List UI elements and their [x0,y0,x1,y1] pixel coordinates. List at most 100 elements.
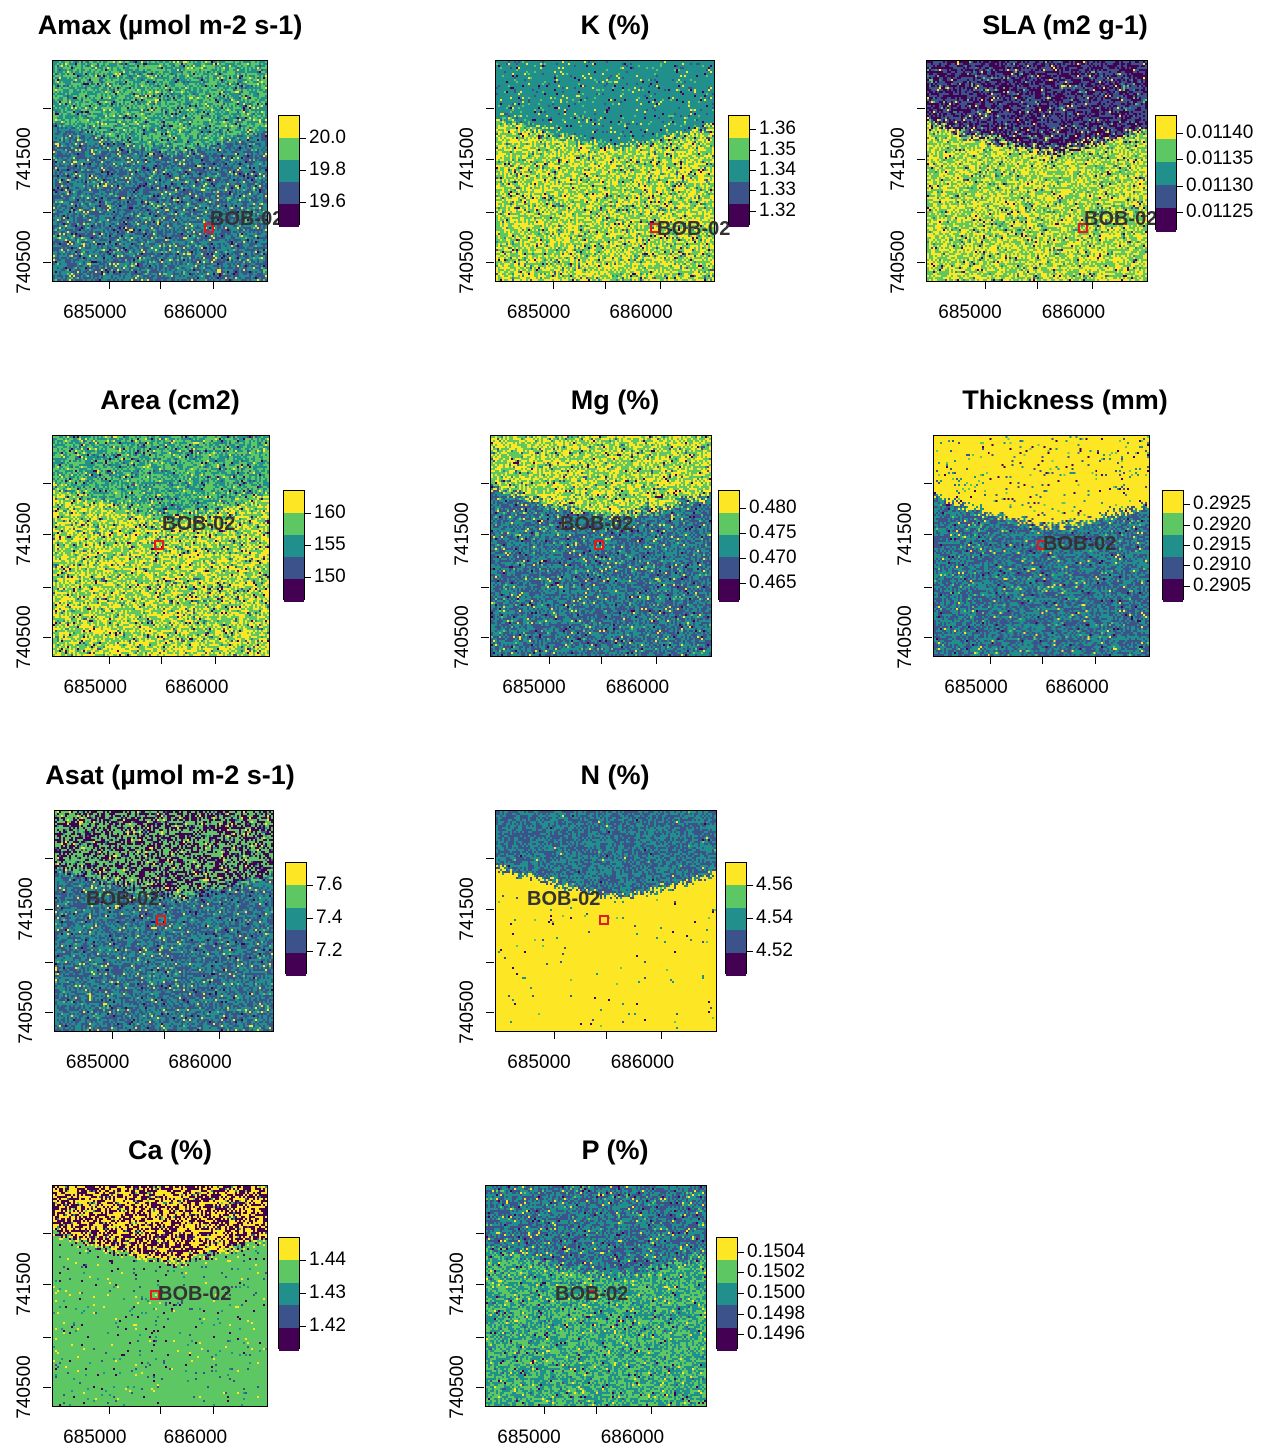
legend-color-band [719,491,739,514]
legend-tick-label: 155 [314,534,346,555]
y-axis-tick [481,483,489,485]
legend-color-band [726,885,746,909]
legend-color-band [726,930,746,954]
legend-tick [738,1334,744,1336]
legend-tick-label: 7.4 [316,907,343,928]
site-marker [154,540,164,550]
site-marker [1078,223,1088,233]
legend-tick [750,210,756,212]
legend-color-band [279,138,299,161]
y-axis-tick [43,1284,51,1285]
legend-tick-label: 0.01130 [1186,174,1254,196]
legend-tick [750,170,756,171]
legend-tick-label: 1.36 [759,118,796,140]
legend-tick-label: 0.1498 [747,1302,806,1324]
legend-color-band [729,182,749,205]
site-label: BOB-02 [162,513,236,535]
x-axis-tick [606,1031,608,1039]
x-axis-tick-label: 686000 [163,1427,228,1448]
y-axis-tick-label: 741500 [447,1252,468,1316]
legend-tick-label: 0.465 [749,571,797,593]
legend-tick [740,557,746,559]
legend-color-band [1163,557,1183,580]
legend-tick-label: 0.1496 [747,1323,806,1345]
legend-tick-label: 0.01140 [1186,122,1254,144]
x-axis-tick-label: 686000 [605,677,670,698]
x-axis-tick [596,1406,598,1414]
legend-tick [305,545,311,546]
x-axis-tick-label: 685000 [65,1052,130,1073]
y-axis-tick-label: 741500 [457,877,478,941]
legend-tick [1184,524,1190,526]
y-axis-tick-label: 740500 [447,1355,468,1420]
color-legend [278,115,300,227]
y-axis-tick [486,211,494,213]
x-axis-tick [159,281,161,289]
legend-tick [307,885,313,887]
legend-tick-label: 1.34 [759,159,796,180]
raster-map [52,435,270,657]
y-axis-tick [45,1012,53,1014]
x-axis-tick [108,1406,110,1414]
x-axis-tick [989,656,991,664]
y-axis-tick [486,961,494,963]
x-axis-tick [1037,281,1039,289]
x-axis-tick [984,281,986,289]
y-axis-tick [45,858,53,860]
legend-color-band [719,535,739,558]
legend-tick [750,190,756,192]
legend-color-band [719,513,739,536]
legend-color-band [717,1260,737,1284]
legend-color-band [286,885,306,909]
y-axis-tick [476,1233,484,1235]
y-axis-tick [45,961,53,963]
map-title: Thickness (mm) [962,385,1168,415]
site-label: BOB-02 [555,1283,629,1305]
x-axis-tick-label: 685000 [63,677,127,698]
legend-color-band [279,182,299,205]
y-axis-tick [43,211,51,213]
legend-color-band [729,138,749,161]
site-marker [204,223,214,233]
legend-tick-label: 4.56 [756,874,793,896]
legend-color-band [729,204,749,227]
legend-color-band [279,1260,299,1284]
legend-color-band [284,513,304,536]
y-axis-tick-label: 741500 [14,502,35,566]
site-label: BOB-02 [1084,208,1158,230]
site-label: BOB-02 [86,888,160,910]
y-axis-tick [917,262,925,264]
y-axis-tick [476,1387,484,1389]
y-axis-tick [43,483,51,485]
y-axis-tick-label: 741500 [14,1252,35,1316]
legend-tick-label: 0.1502 [747,1261,806,1283]
color-legend [1162,490,1184,602]
x-axis-tick [164,1031,166,1039]
legend-tick-label: 0.01135 [1186,148,1254,170]
y-axis-tick-label: 740500 [16,980,37,1045]
site-marker [599,915,609,925]
map-title: K (%) [580,10,650,40]
legend-tick-label: 0.1504 [747,1240,806,1262]
legend-tick-label: 0.2905 [1193,574,1252,596]
site-marker [150,1290,160,1300]
legend-tick [307,918,313,919]
map-title: Amax (µmol m-2 s-1) [37,10,303,40]
color-legend [725,862,747,976]
site-label: BOB-02 [527,888,601,910]
legend-tick [300,1293,306,1294]
y-axis-tick [43,1233,51,1235]
y-axis-tick-label: 740500 [452,605,473,670]
map-title: SLA (m2 g-1) [982,10,1148,40]
x-axis-tick [548,656,550,664]
legend-tick-label: 4.54 [756,907,793,928]
y-axis-tick [917,211,925,213]
legend-tick [300,1260,306,1262]
site-marker [156,915,166,925]
y-axis-tick-label: 740500 [457,230,478,295]
legend-color-band [279,160,299,183]
site-label: BOB-02 [1043,533,1117,555]
x-axis-tick [656,656,658,664]
raster-map [495,60,715,282]
map-title: Ca (%) [127,1135,213,1165]
